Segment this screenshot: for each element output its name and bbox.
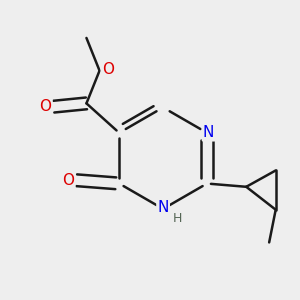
Text: O: O <box>62 173 74 188</box>
Text: O: O <box>40 99 52 114</box>
Text: N: N <box>203 125 214 140</box>
Text: N: N <box>158 200 169 215</box>
Text: H: H <box>173 212 182 225</box>
Text: O: O <box>102 61 114 76</box>
